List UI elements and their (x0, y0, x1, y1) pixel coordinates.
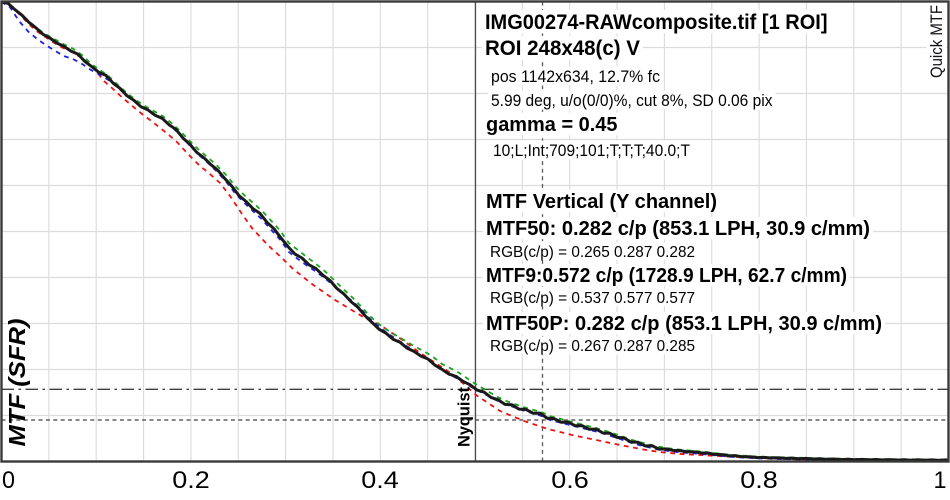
svg-text:gamma = 0.45: gamma = 0.45 (486, 114, 618, 136)
svg-text:1: 1 (934, 467, 947, 494)
svg-text:MTF (SFR): MTF (SFR) (4, 319, 30, 447)
svg-text:0.8: 0.8 (740, 467, 778, 494)
svg-text:5.99 deg, u/o(0/0)%, cut 8%, S: 5.99 deg, u/o(0/0)%, cut 8%, SD 0.06 pix (491, 91, 773, 110)
svg-text:10;L;Int;709;101;T;T;T;40.0;T: 10;L;Int;709;101;T;T;T;40.0;T (493, 141, 690, 160)
svg-text:pos 1142x634, 12.7% fc: pos 1142x634, 12.7% fc (491, 67, 660, 86)
svg-text:Quick MTF: Quick MTF (927, 5, 946, 78)
svg-text:MTF50P: 0.282 c/p (853.1 LPH,: MTF50P: 0.282 c/p (853.1 LPH, 30.9 c/mm) (486, 313, 882, 335)
svg-text:Nyquist: Nyquist (455, 387, 474, 447)
svg-text:MTF9:0.572 c/p (1728.9 LPH, 62: MTF9:0.572 c/p (1728.9 LPH, 62.7 c/mm) (486, 265, 847, 287)
svg-text:MTF Vertical (Y channel): MTF Vertical (Y channel) (486, 191, 717, 213)
svg-text:0.2: 0.2 (172, 467, 210, 494)
svg-text:RGB(c/p) = 0.537 0.577 0.577: RGB(c/p) = 0.537 0.577 0.577 (490, 290, 695, 307)
svg-text:RGB(c/p) = 0.265 0.287 0.282: RGB(c/p) = 0.265 0.287 0.282 (490, 244, 695, 261)
svg-text:0: 0 (2, 467, 15, 494)
svg-text:MTF50: 0.282 c/p (853.1 LPH, 3: MTF50: 0.282 c/p (853.1 LPH, 30.9 c/mm) (486, 218, 870, 240)
svg-text:0.4: 0.4 (361, 467, 399, 494)
svg-text:0.6: 0.6 (551, 467, 589, 494)
svg-text:RGB(c/p) = 0.267 0.287 0.285: RGB(c/p) = 0.267 0.287 0.285 (490, 338, 695, 355)
svg-text:IMG00274-RAWcomposite.tif [1 R: IMG00274-RAWcomposite.tif [1 ROI] (485, 11, 828, 34)
svg-text:ROI 248x48(c) V: ROI 248x48(c) V (485, 37, 640, 60)
